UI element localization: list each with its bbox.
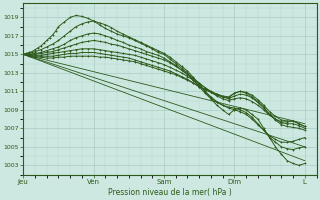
X-axis label: Pression niveau de la mer( hPa ): Pression niveau de la mer( hPa ) <box>108 188 232 197</box>
